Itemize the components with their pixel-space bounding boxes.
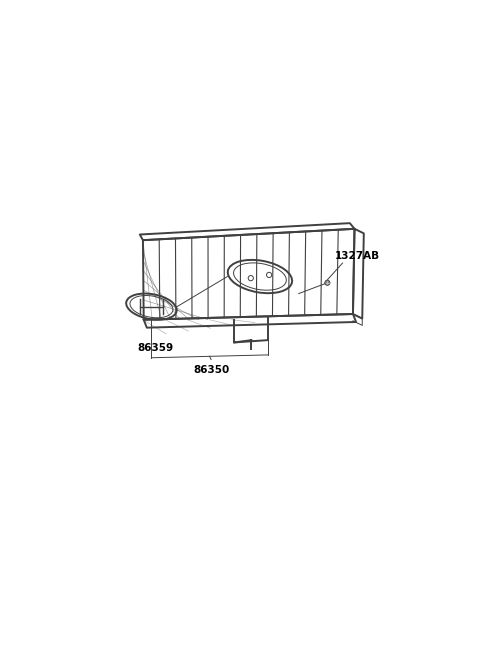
Circle shape bbox=[325, 280, 330, 286]
Text: 86350: 86350 bbox=[193, 365, 229, 375]
Text: 1327AB: 1327AB bbox=[335, 252, 380, 261]
Text: 86359: 86359 bbox=[137, 343, 174, 352]
